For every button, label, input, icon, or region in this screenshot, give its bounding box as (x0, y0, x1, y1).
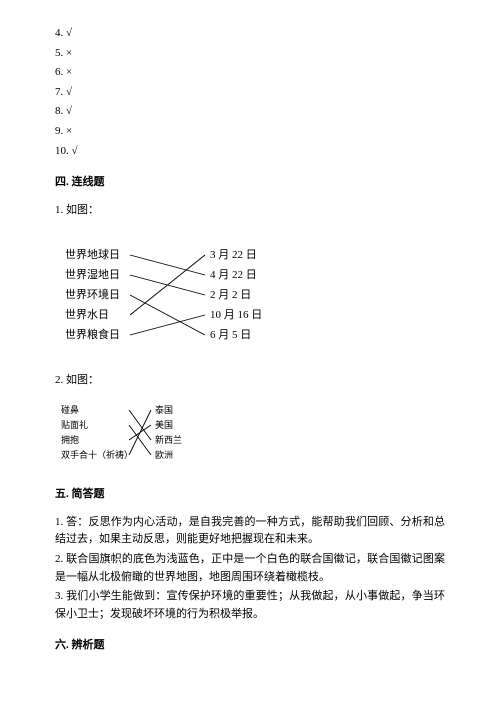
answer-item: 9. × (55, 123, 445, 141)
diagram-left-label: 世界水日 (65, 308, 109, 321)
answer-list: 4. √ 5. ×6. × 7. √8. √ 9. × 10. √ (55, 25, 445, 160)
section-6-heading: 六. 辨析题 (55, 637, 445, 655)
diagram-left-label: 世界地球日 (65, 247, 120, 261)
section-5-heading: 五. 简答题 (55, 486, 445, 504)
q1-label: 1. 如图： (55, 202, 445, 220)
diagram-left-label: 碰鼻 (61, 404, 79, 415)
diagram-right-label: 4 月 22 日 (210, 269, 257, 281)
answer-item: 10. √ (55, 143, 445, 161)
diagram-left-label: 世界粮食日 (65, 327, 120, 341)
answer-item: 6. × (55, 64, 445, 82)
answer-item: 8. √ (55, 103, 445, 121)
diagram-left-label: 世界环境日 (65, 287, 120, 301)
diagram-2-svg: 碰鼻贴面礼拥抱双手合十（祈祷） 泰国美国新西兰欧洲 (55, 398, 225, 464)
answer-item: 5. × (55, 45, 445, 63)
diagram-edge (130, 255, 205, 315)
diagram-edge (130, 295, 205, 335)
diagram-left-label: 拥抱 (61, 434, 79, 445)
diagram-left-label: 双手合十（祈祷） (61, 449, 133, 460)
matching-diagram-1: 世界地球日世界湿地日世界环境日世界水日世界粮食日 3 月 22 日 4 月 22 日… (55, 237, 445, 356)
diagram-right-label: 10 月 16 日 (210, 309, 262, 321)
answer-5-2: 2. 联合国旗帜的底色为浅蓝色，正中是一个白色的联合国徽记，联合国徽记图案是一幅… (55, 551, 445, 586)
diagram-edge (130, 315, 205, 335)
answer-5-1: 1. 答：反思作为内心活动，是自我完善的一种方式，能帮助我们回顾、分析和总结过去… (55, 514, 445, 549)
diagram-left-label: 世界湿地日 (65, 268, 120, 281)
diagram-edge (129, 410, 151, 440)
diagram-edge (129, 410, 151, 455)
diagram-right-label: 美国 (155, 419, 173, 430)
diagram-right-label: 3 月 22 日 (210, 249, 257, 261)
answer-5-3: 3. 我们小学生能做到：宣传保护环境的重要性；从我做起，从小事做起，争当环保小卫… (55, 588, 445, 623)
diagram-right-label: 新西兰 (155, 434, 182, 445)
q2-label: 2. 如图： (55, 372, 445, 390)
answer-item: 4. √ (55, 25, 445, 43)
diagram-edge (130, 255, 205, 275)
matching-diagram-2: 碰鼻贴面礼拥抱双手合十（祈祷） 泰国美国新西兰欧洲 (55, 398, 445, 471)
diagram-right-label: 6 月 5 日 (210, 329, 251, 341)
diagram-left-label: 贴面礼 (61, 419, 88, 430)
diagram-right-label: 2 月 2 日 (210, 289, 251, 301)
diagram-right-label: 欧洲 (155, 449, 173, 460)
diagram-right-label: 泰国 (155, 404, 173, 415)
answer-item: 7. √ (55, 84, 445, 102)
section-4-heading: 四. 连线题 (55, 174, 445, 192)
diagram-1-svg: 世界地球日世界湿地日世界环境日世界水日世界粮食日 3 月 22 日 4 月 22 日… (55, 237, 315, 349)
